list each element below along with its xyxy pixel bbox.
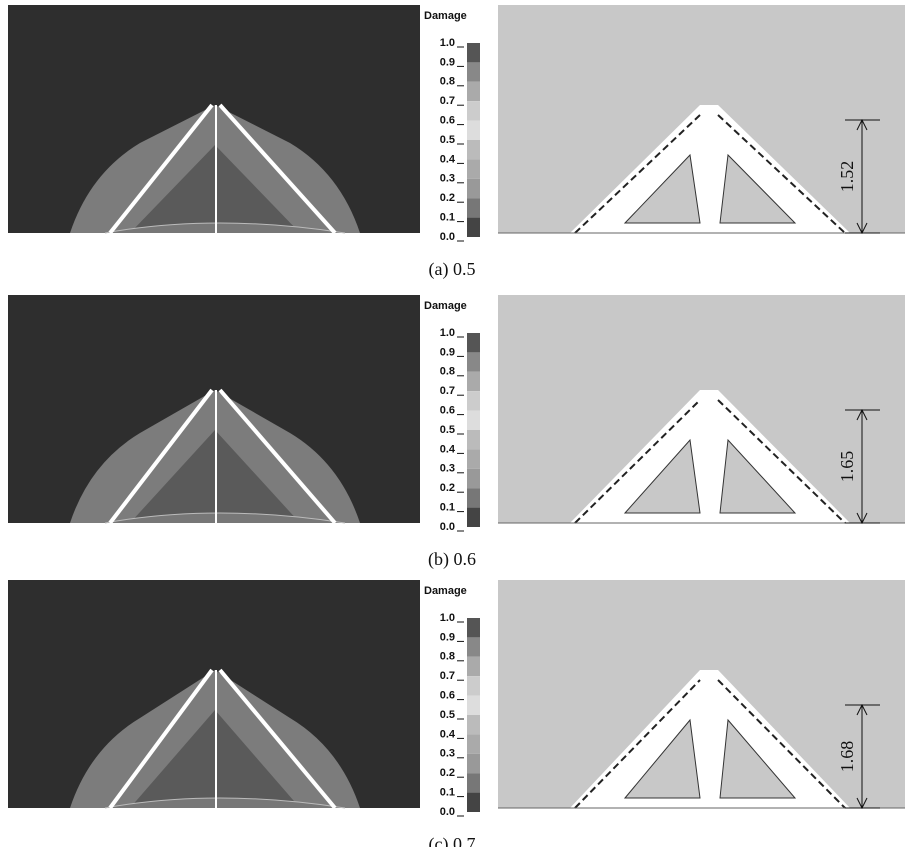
colorbar-segment [467, 333, 480, 352]
legend-label: 0.4 [440, 728, 456, 740]
legend-label: 1.0 [440, 612, 455, 624]
legend-label: 0.8 [440, 651, 455, 663]
caption: (b) 0.6 [428, 549, 476, 570]
legend-label: 0.3 [440, 173, 455, 185]
colorbar-segment [467, 793, 480, 812]
legend-label: 0.3 [440, 463, 455, 475]
legend-label: 0.5 [440, 134, 455, 146]
colorbar-segment [467, 488, 480, 507]
colorbar-segment [467, 696, 480, 715]
colorbar-segment [467, 121, 480, 140]
colorbar-segment [467, 62, 480, 81]
dimension-label: 1.65 [837, 451, 857, 483]
legend-label: 0.6 [440, 115, 455, 127]
colorbar-segment [467, 179, 480, 198]
colorbar-segment [467, 372, 480, 391]
legend-label: 0.0 [440, 806, 455, 818]
colorbar-segment [467, 82, 480, 101]
colorbar-segment [467, 657, 480, 676]
legend-label: 0.1 [440, 212, 455, 224]
legend-title: Damage [424, 10, 467, 22]
colorbar-segment [467, 676, 480, 695]
legend-label: 0.8 [440, 76, 455, 88]
colorbar-segment [467, 773, 480, 792]
legend-label: 0.7 [440, 95, 455, 107]
colorbar-segment [467, 430, 480, 449]
legend-label: 0.0 [440, 521, 455, 533]
legend-label: 0.9 [440, 56, 455, 68]
figure: Damage 1.0 0.9 0.8 0.7 0.6 0.5 0.4 0.3 0.2 0.1 0.0 1… [0, 0, 905, 847]
colorbar-segment [467, 508, 480, 527]
colorbar-segment [467, 43, 480, 62]
caption: (c) 0.7 [429, 834, 476, 847]
colorbar-segment [467, 218, 480, 237]
colorbar-segment [467, 159, 480, 178]
legend-label: 0.6 [440, 690, 455, 702]
legend-label: 0.2 [440, 482, 455, 494]
legend-label: 0.7 [440, 385, 455, 397]
legend-label: 0.0 [440, 231, 455, 243]
colorbar-segment [467, 469, 480, 488]
legend-label: 1.0 [440, 327, 455, 339]
legend-title: Damage [424, 300, 467, 312]
colorbar-segment [467, 754, 480, 773]
colorbar-segment [467, 198, 480, 217]
legend-label: 0.1 [440, 787, 455, 799]
legend-label: 0.3 [440, 748, 455, 760]
legend-label: 0.4 [440, 153, 456, 165]
legend-label: 0.5 [440, 424, 455, 436]
legend-label: 0.9 [440, 631, 455, 643]
colorbar-segment [467, 352, 480, 371]
legend-label: 0.4 [440, 443, 456, 455]
colorbar-segment [467, 140, 480, 159]
colorbar-segment [467, 715, 480, 734]
legend-label: 0.2 [440, 767, 455, 779]
dimension-label: 1.68 [837, 741, 857, 773]
legend-label: 0.8 [440, 366, 455, 378]
colorbar-segment [467, 391, 480, 410]
legend-title: Damage [424, 585, 467, 597]
legend-label: 0.6 [440, 405, 455, 417]
colorbar-segment [467, 101, 480, 120]
legend-label: 0.7 [440, 670, 455, 682]
legend-label: 0.2 [440, 192, 455, 204]
colorbar-segment [467, 449, 480, 468]
legend-label: 0.9 [440, 346, 455, 358]
legend-label: 0.1 [440, 502, 455, 514]
colorbar-segment [467, 734, 480, 753]
colorbar-segment [467, 411, 480, 430]
colorbar-segment [467, 618, 480, 637]
caption: (a) 0.5 [429, 259, 476, 280]
legend-label: 0.5 [440, 709, 455, 721]
colorbar-segment [467, 637, 480, 656]
dimension-label: 1.52 [837, 161, 857, 193]
legend-label: 1.0 [440, 37, 455, 49]
